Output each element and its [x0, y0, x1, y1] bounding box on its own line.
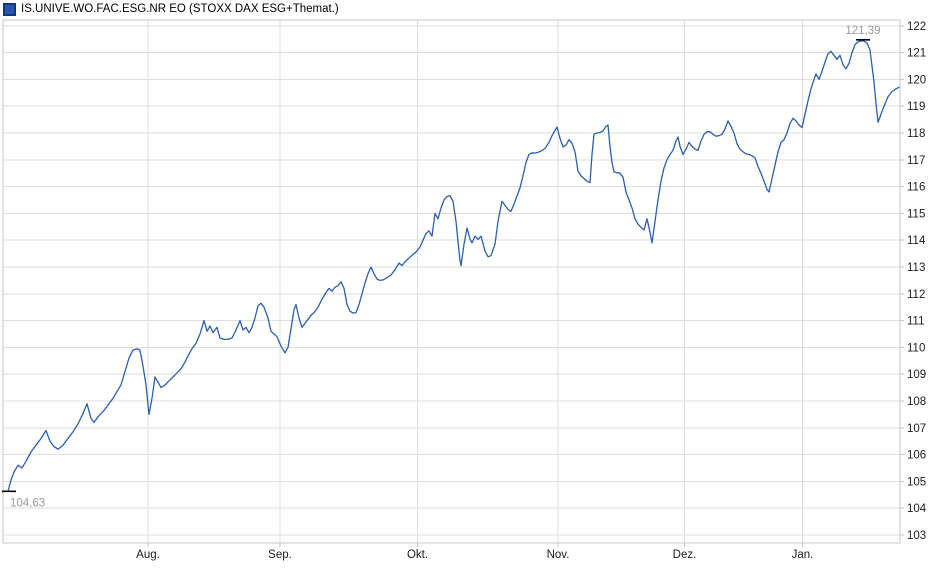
- y-axis-label: 103: [907, 530, 926, 542]
- x-axis-label: Sep.: [268, 549, 292, 561]
- y-axis-label: 105: [907, 476, 926, 488]
- y-axis-label: 121: [907, 48, 926, 60]
- y-axis-label: 109: [907, 369, 926, 381]
- x-axis-label: Jan.: [792, 549, 814, 561]
- y-axis-label: 119: [907, 101, 925, 113]
- y-axis-label: 108: [907, 396, 926, 408]
- y-axis-label: 111: [907, 316, 924, 328]
- y-axis-label: 110: [907, 342, 925, 354]
- y-axis-label: 120: [907, 74, 926, 86]
- price-line-series[interactable]: [7, 40, 900, 492]
- chart-title: IS.UNIVE.WO.FAC.ESG.NR EO (STOXX DAX ESG…: [21, 3, 339, 15]
- y-axis-label: 117: [907, 155, 925, 167]
- y-axis-label: 106: [907, 450, 926, 462]
- y-axis-label: 116: [907, 182, 925, 194]
- peak-value-label: 121,39: [845, 25, 880, 37]
- start-value-label: 104,63: [10, 497, 45, 509]
- chart-header: IS.UNIVE.WO.FAC.ESG.NR EO (STOXX DAX ESG…: [0, 0, 339, 18]
- x-axis-label: Nov.: [547, 549, 570, 561]
- x-axis-label: Okt.: [407, 549, 428, 561]
- y-axis-label: 112: [907, 289, 925, 301]
- y-axis-label: 113: [907, 262, 925, 274]
- x-axis-label: Dez.: [673, 549, 697, 561]
- y-axis-label: 115: [907, 208, 925, 220]
- series-legend-square-icon: [3, 2, 16, 16]
- y-axis-label: 104: [907, 503, 927, 515]
- plot-border: [2, 19, 901, 544]
- x-axis-label: Aug.: [136, 549, 160, 561]
- y-axis-label: 107: [907, 423, 926, 435]
- y-axis-label: 118: [907, 128, 925, 140]
- y-axis-label: 122: [907, 21, 926, 33]
- y-axis-label: 114: [907, 235, 926, 247]
